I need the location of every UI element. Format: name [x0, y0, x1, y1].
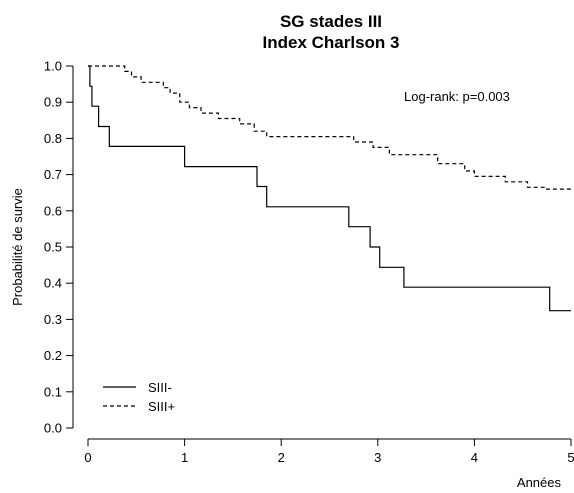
y-tick-label: 0.4 — [44, 276, 62, 291]
y-axis-title: Probabilité de survie — [10, 188, 25, 306]
x-tick-label: 2 — [278, 450, 285, 465]
x-axis-ticks: 0 1 2 3 4 5 — [84, 439, 574, 465]
y-tick-label: 0.1 — [44, 384, 62, 399]
series-line-siii-plus — [88, 65, 571, 190]
y-tick-label: 0.5 — [44, 240, 62, 255]
chart-title-line-2: Index Charlson 3 — [263, 33, 400, 52]
legend-label-siii-minus: SIII- — [148, 380, 172, 395]
y-tick-label: 0.0 — [44, 421, 62, 436]
y-tick-label: 0.7 — [44, 167, 62, 182]
series-line-siii-minus — [88, 65, 571, 312]
y-tick-label: 0.9 — [44, 95, 62, 110]
y-tick-label: 0.3 — [44, 312, 62, 327]
y-tick-label: 0.6 — [44, 203, 62, 218]
x-tick-label: 5 — [567, 450, 574, 465]
y-tick-label: 0.2 — [44, 348, 62, 363]
series-layer — [88, 65, 571, 312]
x-tick-label: 4 — [471, 450, 478, 465]
y-tick-label: 1.0 — [44, 59, 62, 74]
chart-title-line-1: SG stades III — [280, 12, 382, 31]
y-axis-ticks: 0.0 0.1 0.2 0.3 0.4 0.5 0.6 0.7 0.8 0.9 1.0 — [44, 59, 73, 436]
x-tick-label: 0 — [84, 450, 91, 465]
x-tick-label: 3 — [374, 450, 381, 465]
x-tick-label: 1 — [181, 450, 188, 465]
y-tick-label: 0.8 — [44, 131, 62, 146]
legend: SIII- SIII+ — [103, 380, 175, 414]
x-axis-title: Années — [517, 475, 562, 490]
logrank-annotation: Log-rank: p=0.003 — [404, 89, 510, 104]
legend-label-siii-plus: SIII+ — [148, 399, 175, 414]
